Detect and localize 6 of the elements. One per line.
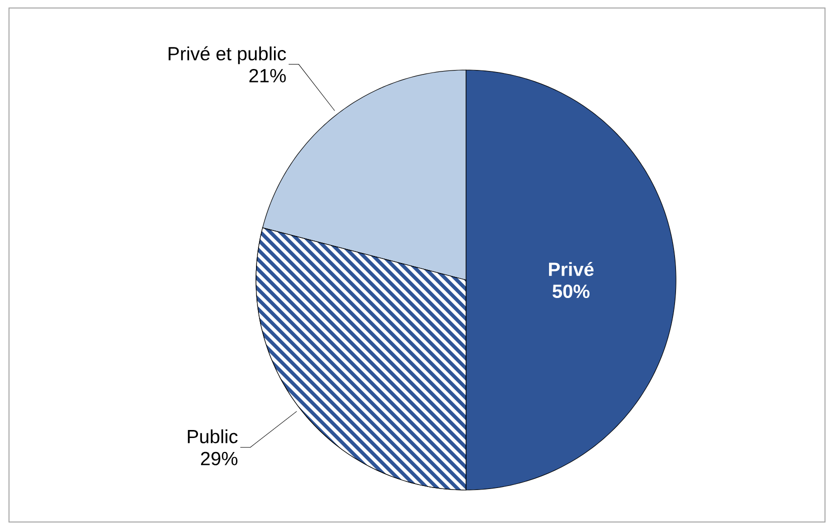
data-label: 29%: [201, 452, 238, 466]
slice-label: Privé: [549, 262, 594, 276]
slice-label: Public: [188, 429, 238, 444]
slice-label: Privé et public: [168, 46, 286, 64]
data-label: 50%: [552, 284, 590, 298]
data-label: 21%: [249, 68, 286, 82]
